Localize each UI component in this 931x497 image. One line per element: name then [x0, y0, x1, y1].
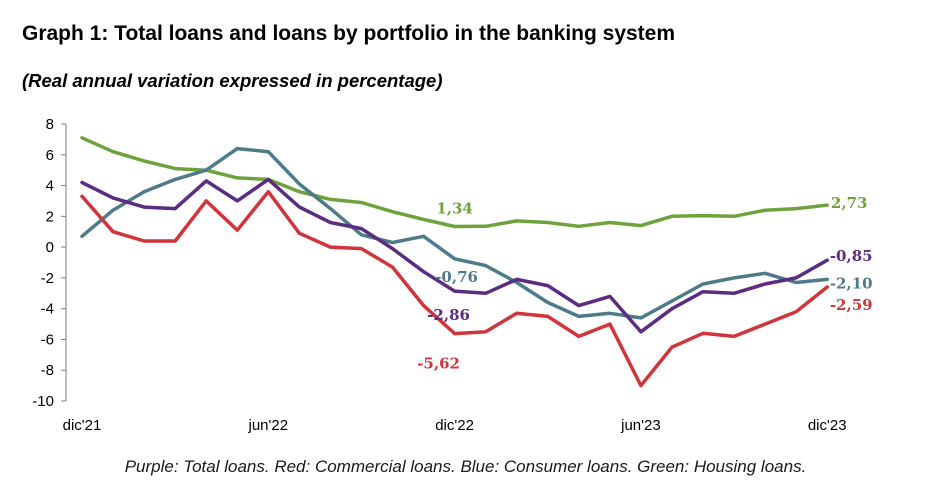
- series-line-commercial-loans: [80, 189, 829, 388]
- y-tick-label: 4: [46, 178, 54, 195]
- series-lines: [80, 136, 829, 388]
- y-tick-label: -8: [41, 362, 54, 379]
- series-line-consumer-loans: [80, 146, 829, 320]
- data-labels: 1,34 2,73 -0,76 -2,86 -5,62 -0,85 -2,10 -2,59: [417, 194, 872, 372]
- data-label: -2,10: [830, 274, 873, 292]
- data-label: -0,85: [830, 247, 873, 265]
- y-tick-label: -6: [41, 331, 54, 348]
- x-tick-label: jun'22: [248, 417, 289, 434]
- x-tick-label: jun'23: [620, 417, 661, 434]
- y-tick-label: 6: [46, 147, 54, 164]
- series-legend-footer: Purple: Total loans. Red: Commercial loa…: [124, 457, 807, 476]
- y-tick-label: 8: [46, 116, 54, 133]
- data-label: -2,86: [427, 306, 470, 324]
- x-tick-label: dic'23: [808, 417, 847, 434]
- series-line-total-loans: [80, 177, 829, 334]
- y-tick-label: 0: [46, 239, 54, 256]
- chart-subtitle: (Real annual variation expressed in perc…: [22, 70, 443, 91]
- chart-title: Graph 1: Total loans and loans by portfo…: [22, 22, 676, 45]
- data-label: 2,73: [831, 194, 868, 212]
- y-tick-label: -2: [41, 270, 54, 287]
- axes: 8 6 4 2 0 -2 -4 -6 -8 -10 dic'21 jun'22 dic'22 jun'23…: [32, 116, 846, 434]
- data-label: -0,76: [435, 268, 478, 286]
- data-label: -2,59: [830, 296, 873, 314]
- x-tick-label: dic'22: [435, 417, 474, 434]
- x-tick-label: dic'21: [63, 417, 102, 434]
- y-tick-label: 2: [46, 208, 54, 225]
- y-tick-label: -10: [32, 393, 54, 410]
- data-label: 1,34: [436, 199, 473, 217]
- y-tick-label: -4: [41, 301, 54, 318]
- data-label: -5,62: [417, 355, 460, 373]
